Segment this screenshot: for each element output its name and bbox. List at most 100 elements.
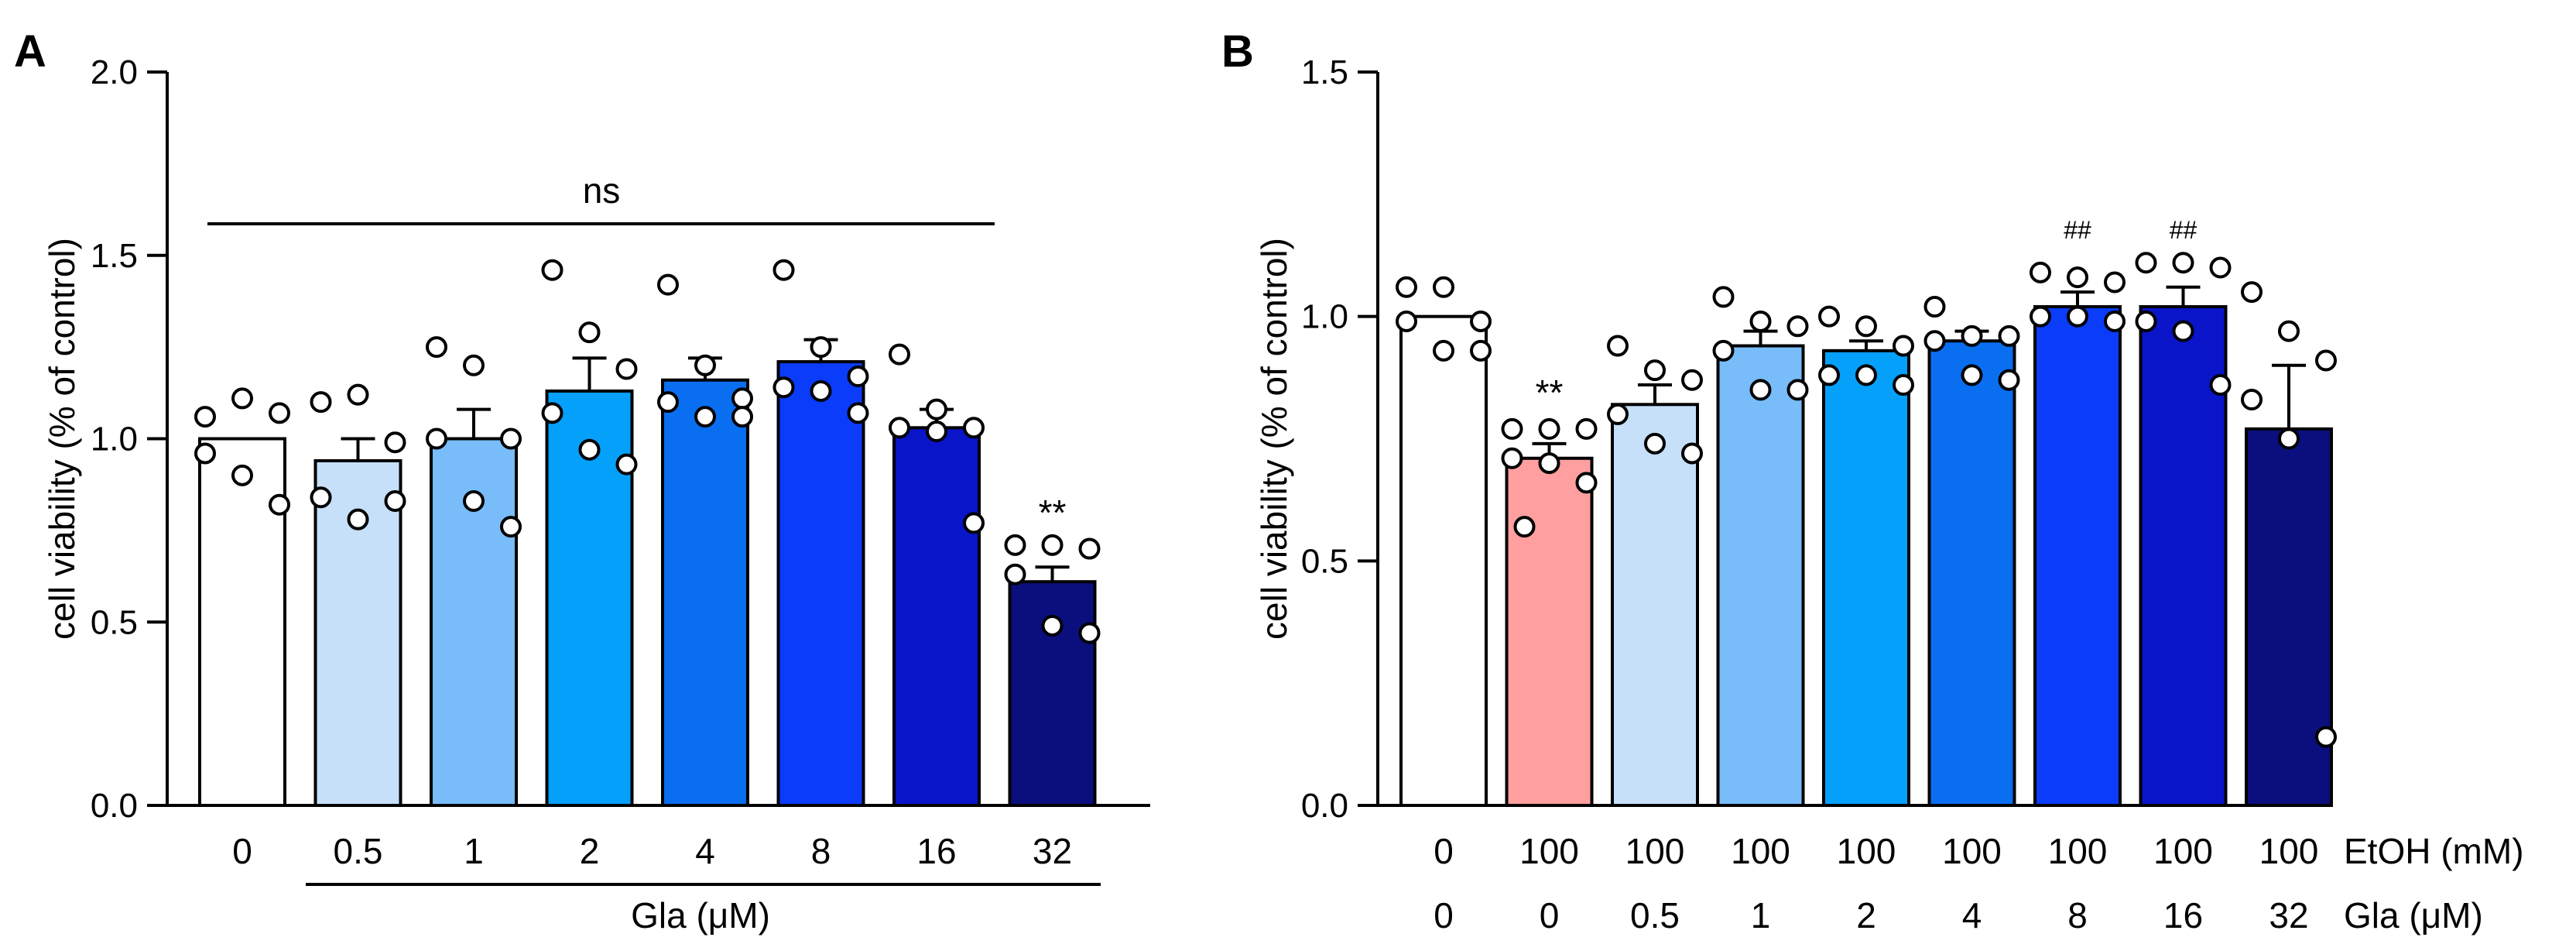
data-point [1712, 339, 1735, 362]
data-point [384, 489, 406, 512]
data-point [694, 406, 716, 428]
data-point [1644, 432, 1666, 455]
data-point [1681, 369, 1703, 391]
bar [1716, 344, 1805, 807]
data-point [2241, 388, 2263, 410]
data-point [194, 406, 216, 428]
y-tick-label: 1.0 [91, 421, 138, 458]
data-point [1004, 563, 1026, 585]
x-tick-label: 4 [695, 831, 715, 871]
data-point [1078, 622, 1101, 644]
panel-letter: B [1221, 26, 1254, 77]
data-point [541, 259, 564, 281]
data-point [1855, 364, 1877, 386]
data-point [847, 402, 869, 424]
gla-tick-label: 16 [2163, 895, 2203, 936]
data-point [2172, 252, 2194, 274]
data-point [1855, 315, 1877, 338]
data-point [657, 391, 679, 414]
data-point [269, 402, 290, 424]
data-point [1538, 417, 1560, 440]
etoh-tick-label: 100 [1942, 831, 2002, 871]
data-point [384, 431, 406, 454]
data-point [1818, 364, 1840, 386]
gla-tick-label: 2 [1856, 895, 1876, 936]
y-tick-label: 1.0 [1301, 298, 1348, 336]
y-tick-label: 0.5 [1301, 542, 1348, 580]
data-point [810, 336, 832, 359]
y-tick-label: 0.0 [1301, 787, 1348, 825]
y-tick-label: 1.5 [1301, 53, 1348, 91]
etoh-row-label: EtOH (mM) [2344, 831, 2524, 871]
data-point [1749, 310, 1772, 332]
significance-label: ## [2064, 216, 2091, 244]
data-point [2241, 281, 2263, 304]
data-point [1749, 379, 1772, 401]
x-tick-label: 16 [916, 831, 956, 871]
data-point [2104, 310, 2126, 332]
significance-label: ** [1536, 373, 1564, 413]
data-point [1607, 335, 1629, 357]
data-point [541, 402, 564, 424]
data-point [772, 376, 795, 399]
data-point [1433, 276, 1454, 298]
data-point [926, 421, 947, 443]
data-point [2135, 252, 2157, 274]
x-tick-label: 2 [580, 831, 600, 871]
data-point [694, 354, 716, 376]
gla-tick-label: 0 [1434, 895, 1454, 936]
data-point [1786, 315, 1809, 338]
data-point [269, 493, 290, 516]
data-point [347, 508, 369, 530]
data-point [2209, 374, 2232, 397]
data-point [1513, 516, 1536, 538]
ns-label: ns [583, 170, 621, 211]
data-point [1470, 310, 1492, 332]
data-point [194, 442, 216, 465]
data-point [578, 438, 601, 461]
data-point [1575, 472, 1598, 494]
data-point [1712, 286, 1735, 308]
data-point [2067, 305, 2088, 328]
panel-b: B 0.0 0.5 1.0 1.5 cell viability (% of contro… [1221, 26, 2524, 936]
data-point [2030, 305, 2051, 328]
data-point [1041, 534, 1064, 556]
data-point [772, 259, 795, 281]
data-point [1078, 537, 1101, 560]
bar [1505, 456, 1594, 808]
data-point [1470, 339, 1492, 362]
etoh-tick-label: 0 [1434, 831, 1454, 871]
data-point [500, 427, 522, 450]
data-point [426, 336, 447, 359]
data-point [731, 387, 753, 410]
data-point [2315, 349, 2337, 372]
data-point [926, 398, 947, 421]
bar [776, 360, 865, 807]
data-point [615, 358, 638, 380]
data-point [657, 273, 679, 296]
data-point [310, 391, 332, 414]
data-point [310, 486, 332, 509]
data-point [578, 321, 601, 344]
x-tick-label: 1 [464, 831, 484, 871]
data-point [810, 379, 832, 402]
gla-tick-label: 32 [2269, 895, 2308, 936]
x-tick-label: 0.5 [334, 831, 383, 871]
y-tick-label: 2.0 [91, 53, 138, 91]
data-point [231, 464, 253, 486]
data-point [1998, 324, 2020, 347]
data-point [1538, 452, 1560, 475]
data-point [2104, 271, 2126, 294]
data-point [500, 516, 522, 538]
data-point [1923, 296, 1946, 318]
y-axis-label: cell viability (% of control) [1254, 238, 1294, 640]
data-point [615, 453, 638, 476]
etoh-tick-label: 100 [2048, 831, 2108, 871]
data-point [347, 383, 369, 406]
x-axis-label: Gla (μM) [631, 895, 770, 936]
data-point [889, 343, 910, 366]
data-point [1607, 403, 1629, 425]
data-point [463, 489, 485, 512]
etoh-tick-label: 100 [1731, 831, 1790, 871]
